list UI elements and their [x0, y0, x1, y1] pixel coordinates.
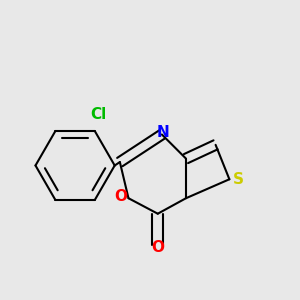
Text: S: S [233, 172, 244, 187]
Text: O: O [151, 240, 164, 255]
Text: O: O [114, 189, 127, 204]
Text: Cl: Cl [90, 107, 106, 122]
Text: N: N [157, 125, 170, 140]
